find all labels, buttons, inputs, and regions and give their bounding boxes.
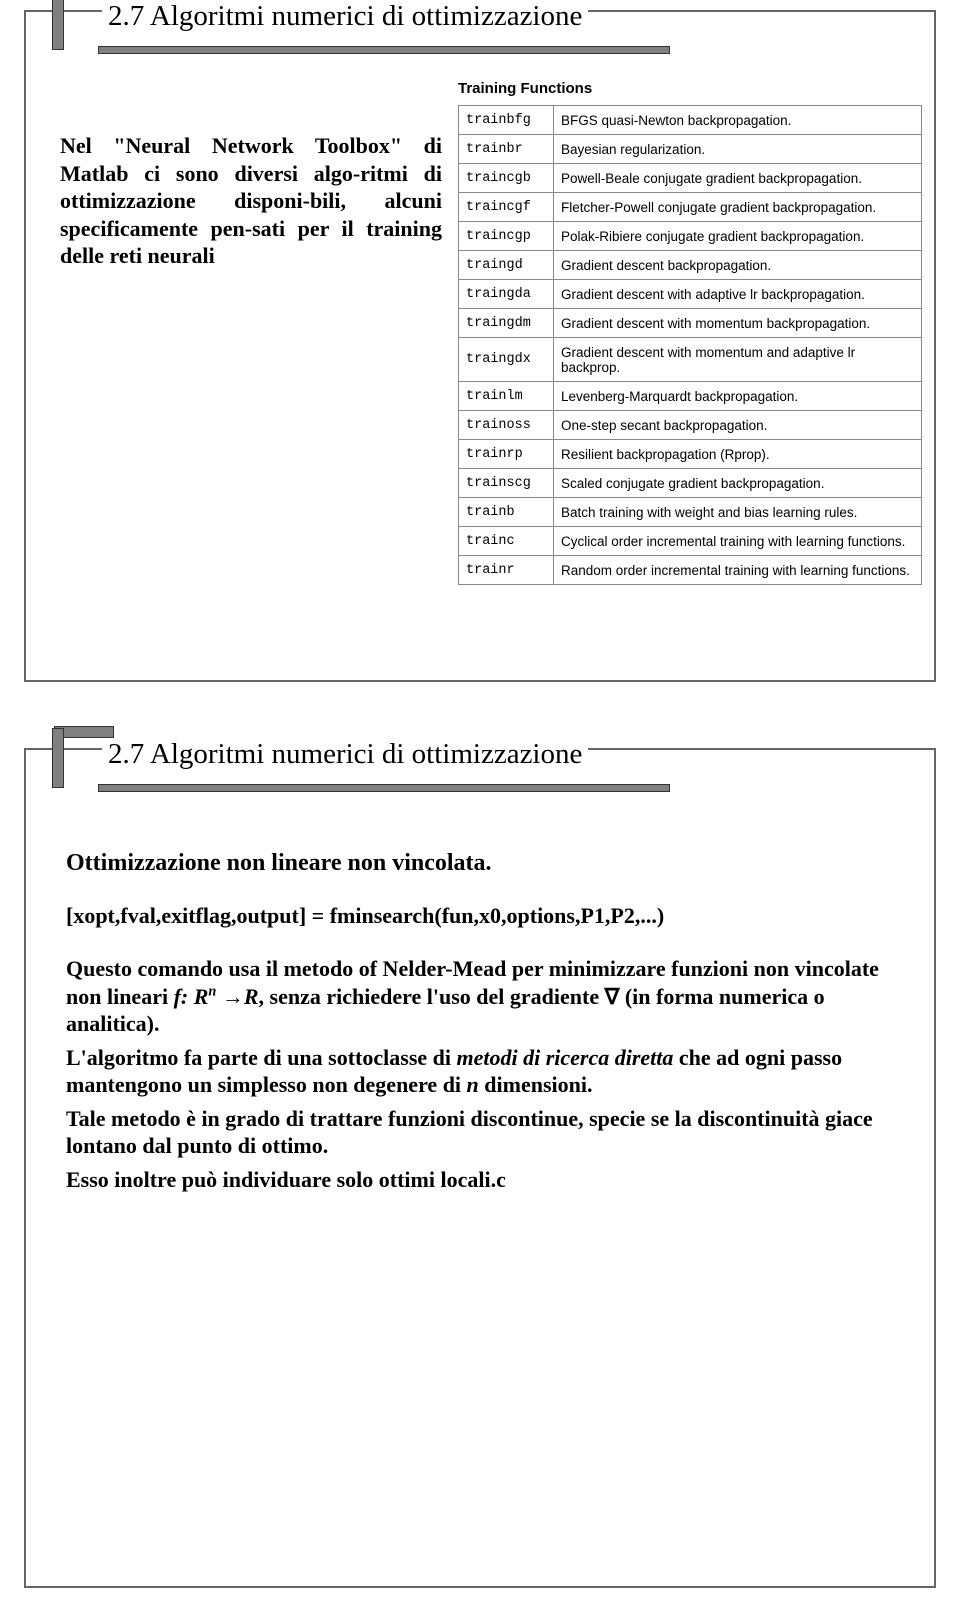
slide-title: 2.7 Algoritmi numerici di ottimizzazione — [102, 0, 588, 33]
table-row: trainbBatch training with weight and bia… — [459, 498, 922, 527]
table-row: trainbfgBFGS quasi-Newton backpropagatio… — [459, 106, 922, 135]
function-name-cell: trainrp — [459, 440, 554, 469]
function-name-cell: trainbr — [459, 135, 554, 164]
function-name-cell: traincgb — [459, 164, 554, 193]
slide-1: 2.7 Algoritmi numerici di ottimizzazione… — [24, 10, 936, 682]
function-desc-cell: Gradient descent with momentum backpropa… — [554, 309, 922, 338]
function-name-cell: traincgp — [459, 222, 554, 251]
para2-n: n — [467, 1072, 479, 1097]
table-row: trainossOne-step secant backpropagation. — [459, 411, 922, 440]
para2-ital: metodi di ricerca diretta — [457, 1045, 674, 1070]
slide2-para-4: Esso inoltre può individuare solo ottimi… — [66, 1166, 886, 1194]
function-desc-cell: Resilient backpropagation (Rprop). — [554, 440, 922, 469]
function-name-cell: traincgf — [459, 193, 554, 222]
slide2-body: Ottimizzazione non lineare non vincolata… — [66, 850, 886, 1199]
slide2-heading: Ottimizzazione non lineare non vincolata… — [66, 850, 886, 877]
table-row: traingdaGradient descent with adaptive l… — [459, 280, 922, 309]
table-row: trainrpResilient backpropagation (Rprop)… — [459, 440, 922, 469]
function-desc-cell: Random order incremental training with l… — [554, 556, 922, 585]
table-row: traingdmGradient descent with momentum b… — [459, 309, 922, 338]
function-name-cell: trainc — [459, 527, 554, 556]
para1-R: R — [244, 984, 259, 1009]
slide1-body-text: Nel "Neural Network Toolbox" di Matlab c… — [60, 132, 442, 270]
function-desc-cell: One-step secant backpropagation. — [554, 411, 922, 440]
table-row: traincCyclical order incremental trainin… — [459, 527, 922, 556]
para1-arrow: → — [216, 984, 244, 1009]
function-name-cell: traingda — [459, 280, 554, 309]
title-tick-vertical — [52, 0, 64, 50]
table-caption: Training Functions — [458, 80, 922, 105]
function-name-cell: trainb — [459, 498, 554, 527]
function-desc-cell: Polak-Ribiere conjugate gradient backpro… — [554, 222, 922, 251]
para2-pre: L'algoritmo fa parte di una sottoclasse … — [66, 1045, 457, 1070]
function-desc-cell: Gradient descent backpropagation. — [554, 251, 922, 280]
table-row: traingdGradient descent backpropagation. — [459, 251, 922, 280]
para1-mid: , senza richiedere l'uso del gradiente — [259, 984, 605, 1009]
function-name-cell: trainlm — [459, 382, 554, 411]
table-row: trainscgScaled conjugate gradient backpr… — [459, 469, 922, 498]
table-row: traingdxGradient descent with momentum a… — [459, 338, 922, 382]
function-desc-cell: Gradient descent with momentum and adapt… — [554, 338, 922, 382]
table-row: traincgbPowell-Beale conjugate gradient … — [459, 164, 922, 193]
slide2-para-3: Tale metodo è in grado di trattare funzi… — [66, 1105, 886, 1160]
function-name-cell: trainr — [459, 556, 554, 585]
table-row: traincgpPolak-Ribiere conjugate gradient… — [459, 222, 922, 251]
table-row: traincgfFletcher-Powell conjugate gradie… — [459, 193, 922, 222]
function-desc-cell: Fletcher-Powell conjugate gradient backp… — [554, 193, 922, 222]
table-row: trainrRandom order incremental training … — [459, 556, 922, 585]
function-desc-cell: BFGS quasi-Newton backpropagation. — [554, 106, 922, 135]
slide2-para-2: L'algoritmo fa parte di una sottoclasse … — [66, 1044, 886, 1099]
slide-2: 2.7 Algoritmi numerici di ottimizzazione… — [24, 748, 936, 1588]
table-row: trainlmLevenberg-Marquardt backpropagati… — [459, 382, 922, 411]
function-desc-cell: Levenberg-Marquardt backpropagation. — [554, 382, 922, 411]
function-desc-cell: Batch training with weight and bias lear… — [554, 498, 922, 527]
para2-end: dimensioni. — [479, 1072, 593, 1097]
function-desc-cell: Scaled conjugate gradient backpropagatio… — [554, 469, 922, 498]
training-functions-table: Training Functions trainbfgBFGS quasi-Ne… — [458, 80, 922, 585]
function-name-cell: trainscg — [459, 469, 554, 498]
function-name-cell: traingdm — [459, 309, 554, 338]
function-desc-cell: Gradient descent with adaptive lr backpr… — [554, 280, 922, 309]
function-name-cell: traingdx — [459, 338, 554, 382]
function-desc-cell: Powell-Beale conjugate gradient backprop… — [554, 164, 922, 193]
function-name-cell: traingd — [459, 251, 554, 280]
title-underline — [98, 46, 670, 54]
slide2-code-line: [xopt,fval,exitflag,output] = fminsearch… — [66, 903, 886, 929]
title-underline — [98, 784, 670, 792]
table-row: trainbrBayesian regularization. — [459, 135, 922, 164]
function-name-cell: trainbfg — [459, 106, 554, 135]
slide2-para-1: Questo comando usa il metodo of Nelder-M… — [66, 955, 886, 1038]
slide-title: 2.7 Algoritmi numerici di ottimizzazione — [102, 738, 588, 771]
function-desc-cell: Cyclical order incremental training with… — [554, 527, 922, 556]
function-name-cell: trainoss — [459, 411, 554, 440]
function-desc-cell: Bayesian regularization. — [554, 135, 922, 164]
title-tick-vertical — [52, 728, 64, 788]
para1-f: f: R — [174, 984, 209, 1009]
para1-nabla: ∇ — [605, 984, 620, 1009]
